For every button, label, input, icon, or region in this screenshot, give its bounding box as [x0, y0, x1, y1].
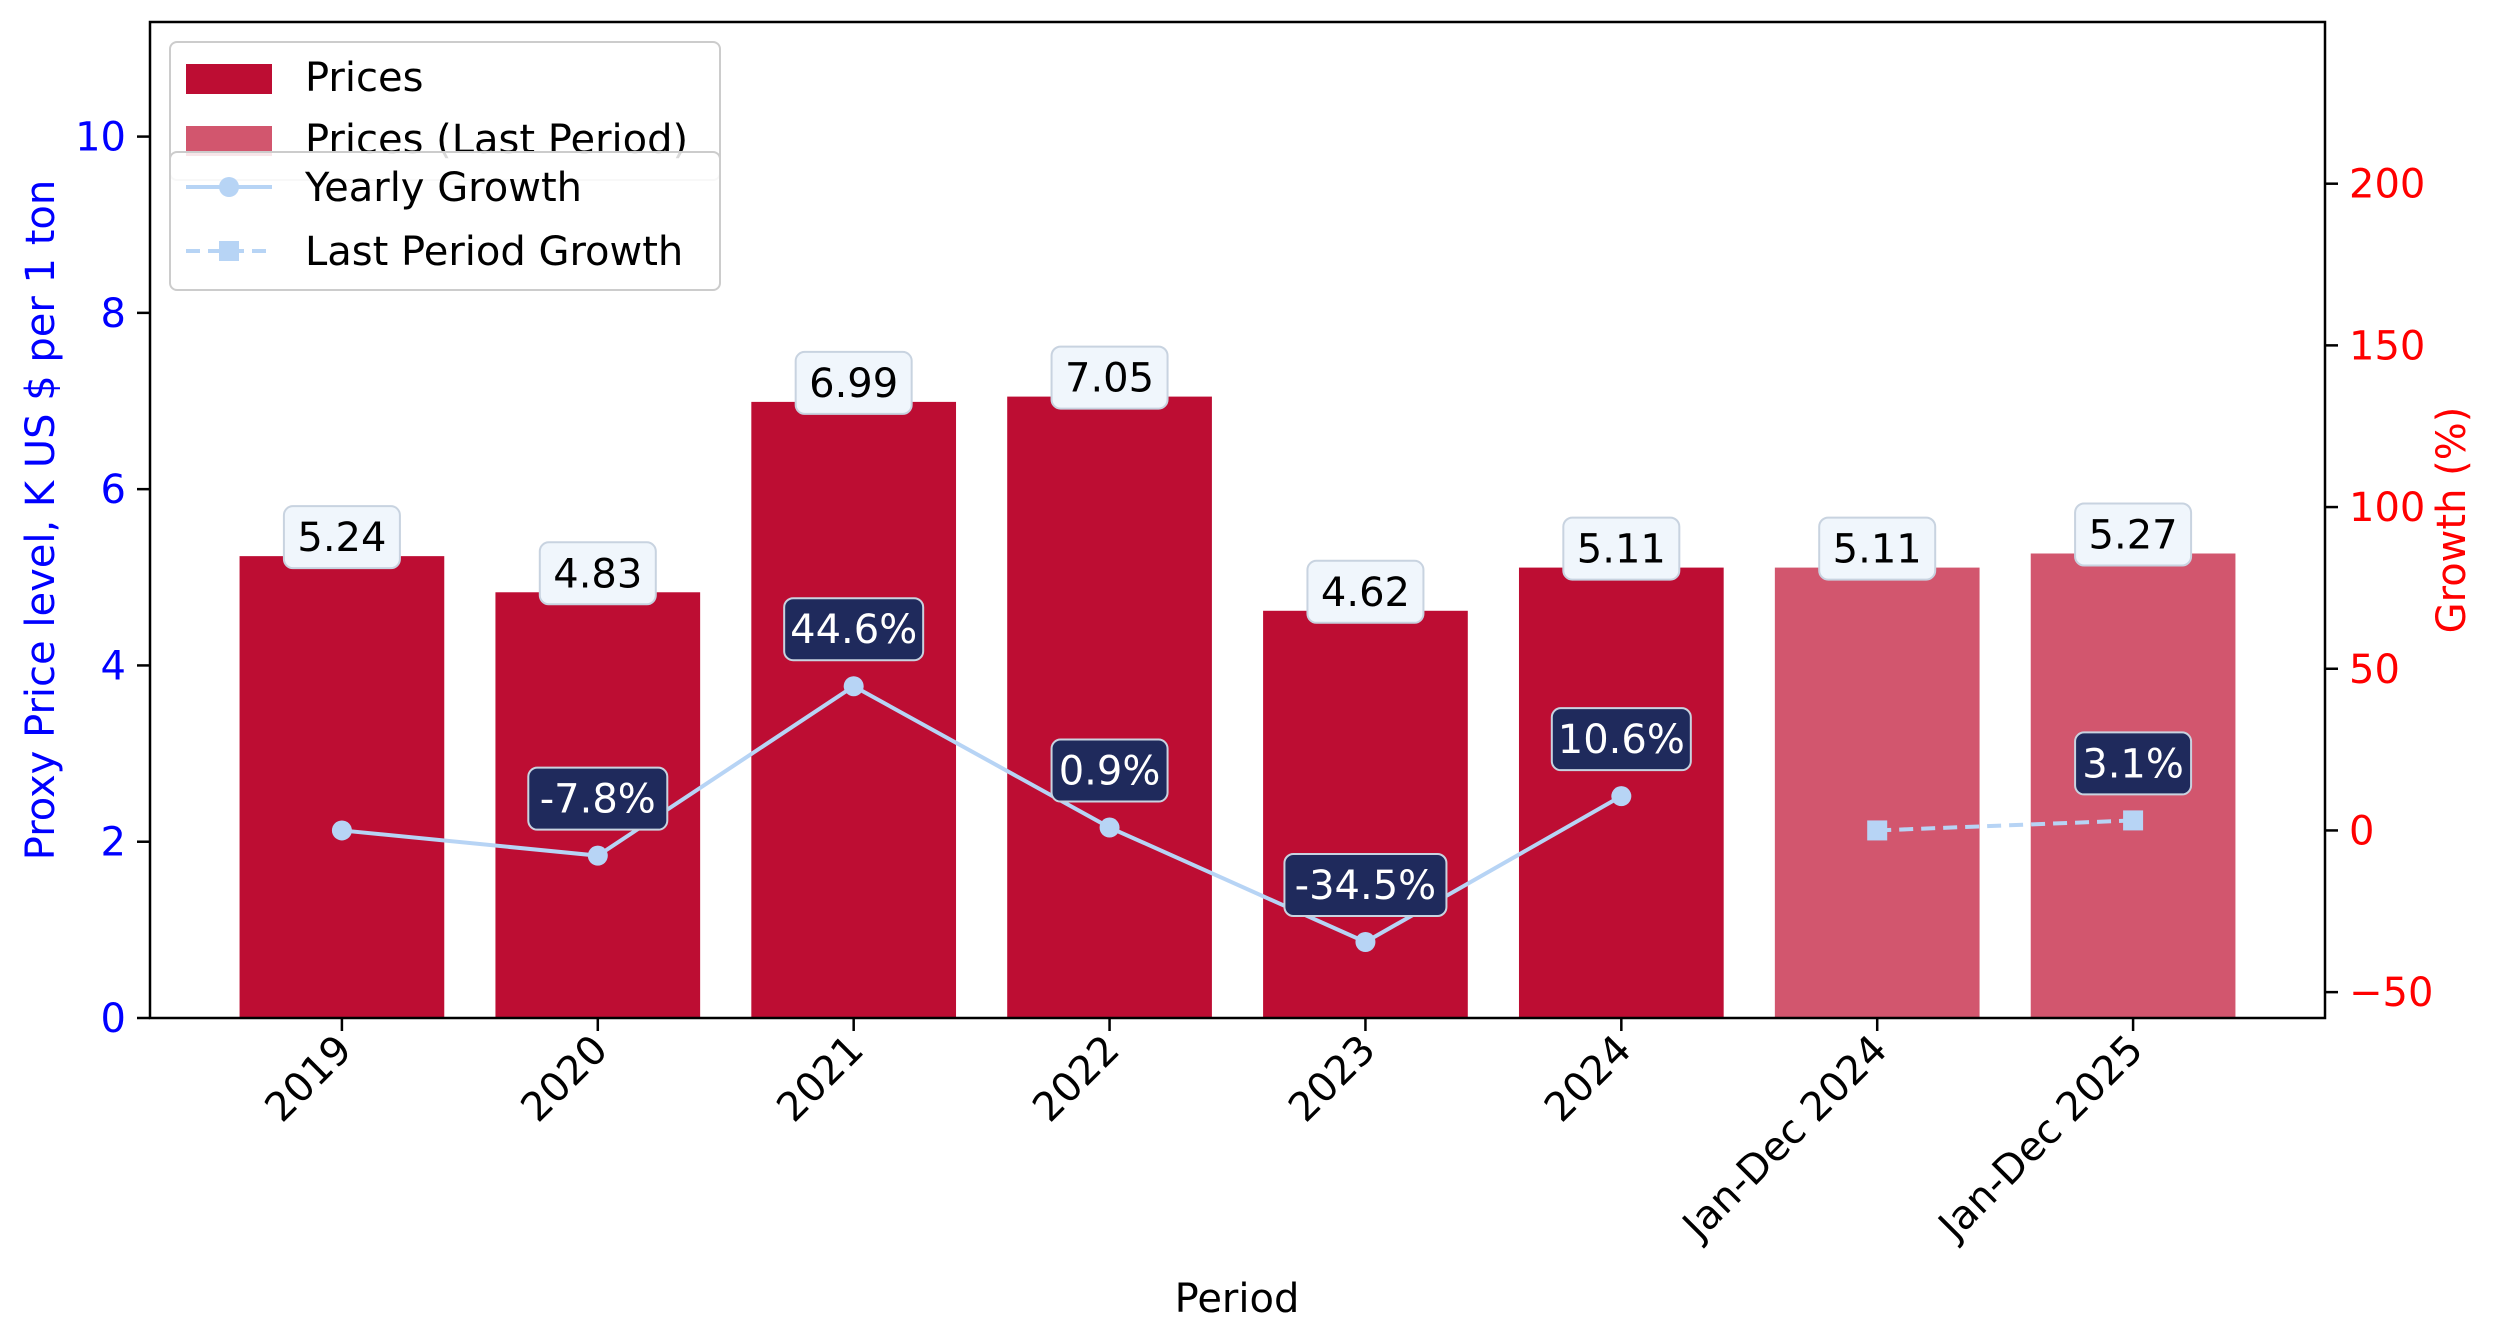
bar-value-label-2-box [794, 350, 913, 415]
legend-marker-last-period [219, 241, 239, 261]
bar-value-label-6-box [1818, 516, 1937, 581]
left-tick-label-5: 10 [75, 115, 126, 161]
right-tick-label-3: 100 [2349, 485, 2425, 531]
legend-box-lines [169, 151, 721, 291]
left-tick-label-0: 0 [101, 996, 126, 1042]
right-axis: −50 0 50 100 150 200 [2325, 162, 2433, 1016]
x-tick-label-3: 2022 [1024, 1027, 1129, 1132]
labels-layer: 5.24 4.83 6.99 7.05 4.62 5.11 5.11 5.27 -7.8% 44.… [282, 345, 2193, 918]
x-tick-label-1: 2020 [512, 1027, 617, 1132]
growth-marker-2-0 [331, 820, 352, 841]
left-axis-title: Proxy Price level, K US $ per 1 ton [18, 180, 64, 860]
growth-label-3-7: 3.1% [2082, 741, 2184, 787]
lines-layer [331, 676, 2144, 953]
bar-value-label-4-box [1306, 559, 1425, 624]
bar-value-label-0-box [282, 505, 401, 570]
left-tick-label-1: 2 [101, 820, 126, 866]
growth-label-2-3: 0.9% [1059, 749, 1161, 795]
growth-marker-2-3 [1099, 817, 1120, 838]
bar-value-label-5-box [1562, 516, 1681, 581]
growth-label-2-4: -34.5% [1295, 863, 1437, 909]
x-axis-title: Period [1175, 1276, 1300, 1322]
legend-marker-yearly [219, 177, 239, 197]
bar-value-label-4: 4.62 [1321, 570, 1410, 616]
bar-value-label-1: 4.83 [553, 551, 642, 597]
left-tick-label-3: 6 [101, 467, 126, 513]
bar-value-label-3: 7.05 [1065, 356, 1154, 402]
right-tick-label-5: 200 [2349, 162, 2425, 208]
growth-label-2-3-box [1050, 738, 1169, 803]
left-axis: 0 2 4 6 8 10 [75, 115, 150, 1042]
growth-label-2-2: 44.6% [790, 607, 917, 653]
right-tick-label-4: 150 [2349, 323, 2425, 369]
growth-label-2-5: 10.6% [1558, 717, 1685, 763]
x-tick-label-7: Jan-Dec 2025 [1928, 1027, 2152, 1251]
bar-value-label-3-box [1050, 345, 1169, 410]
bar-value-label-5: 5.11 [1577, 527, 1666, 573]
bar-value-label-0: 5.24 [297, 515, 386, 561]
growth-marker-2-2 [843, 676, 864, 697]
right-tick-label-1: 0 [2349, 808, 2374, 854]
right-tick-label-2: 50 [2349, 647, 2400, 693]
growth-label-2-2-box [783, 597, 925, 662]
plot-frame [148, 20, 2327, 1020]
bar-3 [1007, 396, 1212, 1018]
bars-layer [239, 396, 2236, 1018]
x-axis: 2019 2020 2021 2022 2023 2024 Jan-Dec 2024 Jan-… [256, 1018, 2152, 1251]
legend-label-prices: Prices [305, 55, 423, 101]
growth-label-2-4-box [1283, 853, 1448, 918]
bar-value-label-2: 6.99 [809, 361, 898, 407]
bar-value-label-1-box [538, 541, 657, 606]
legend-label-yearly-growth: Yearly Growth [304, 165, 582, 211]
x-tick-label-5: 2024 [1536, 1027, 1641, 1132]
x-tick-label-6: Jan-Dec 2024 [1672, 1027, 1896, 1251]
growth-marker-2-1 [587, 845, 608, 866]
x-tick-label-0: 2019 [256, 1027, 361, 1132]
x-tick-label-2: 2021 [768, 1027, 873, 1132]
right-axis-title: Growth (%) [2429, 407, 2475, 634]
bar-0 [239, 556, 445, 1018]
bar-value-label-6: 5.11 [1833, 527, 1922, 573]
bar-value-label-7: 5.27 [2089, 512, 2178, 558]
growth-label-2-1-box [527, 766, 669, 831]
bar-2 [751, 401, 957, 1018]
left-tick-label-2: 4 [101, 643, 126, 689]
bar-4 [1263, 610, 1468, 1018]
growth-label-2-5-box [1550, 707, 1692, 772]
growth-marker-3-7 [2123, 810, 2144, 831]
right-tick-label-0: −50 [2349, 970, 2433, 1016]
left-tick-label-4: 8 [101, 291, 126, 337]
growth-label-2-1: -7.8% [540, 777, 656, 823]
growth-marker-2-4 [1355, 932, 1376, 953]
growth-marker-2-5 [1611, 786, 1632, 807]
legend-label-last-period-growth: Last Period Growth [305, 229, 683, 275]
line-2 [341, 683, 1623, 945]
bar-value-label-7-box [2074, 502, 2193, 567]
legend-swatch-prices [186, 64, 272, 94]
growth-marker-3-6 [1867, 820, 1888, 841]
bar-6 [1774, 567, 1980, 1018]
x-tick-label-4: 2023 [1280, 1027, 1385, 1132]
growth-label-3-7-box [2074, 731, 2193, 796]
